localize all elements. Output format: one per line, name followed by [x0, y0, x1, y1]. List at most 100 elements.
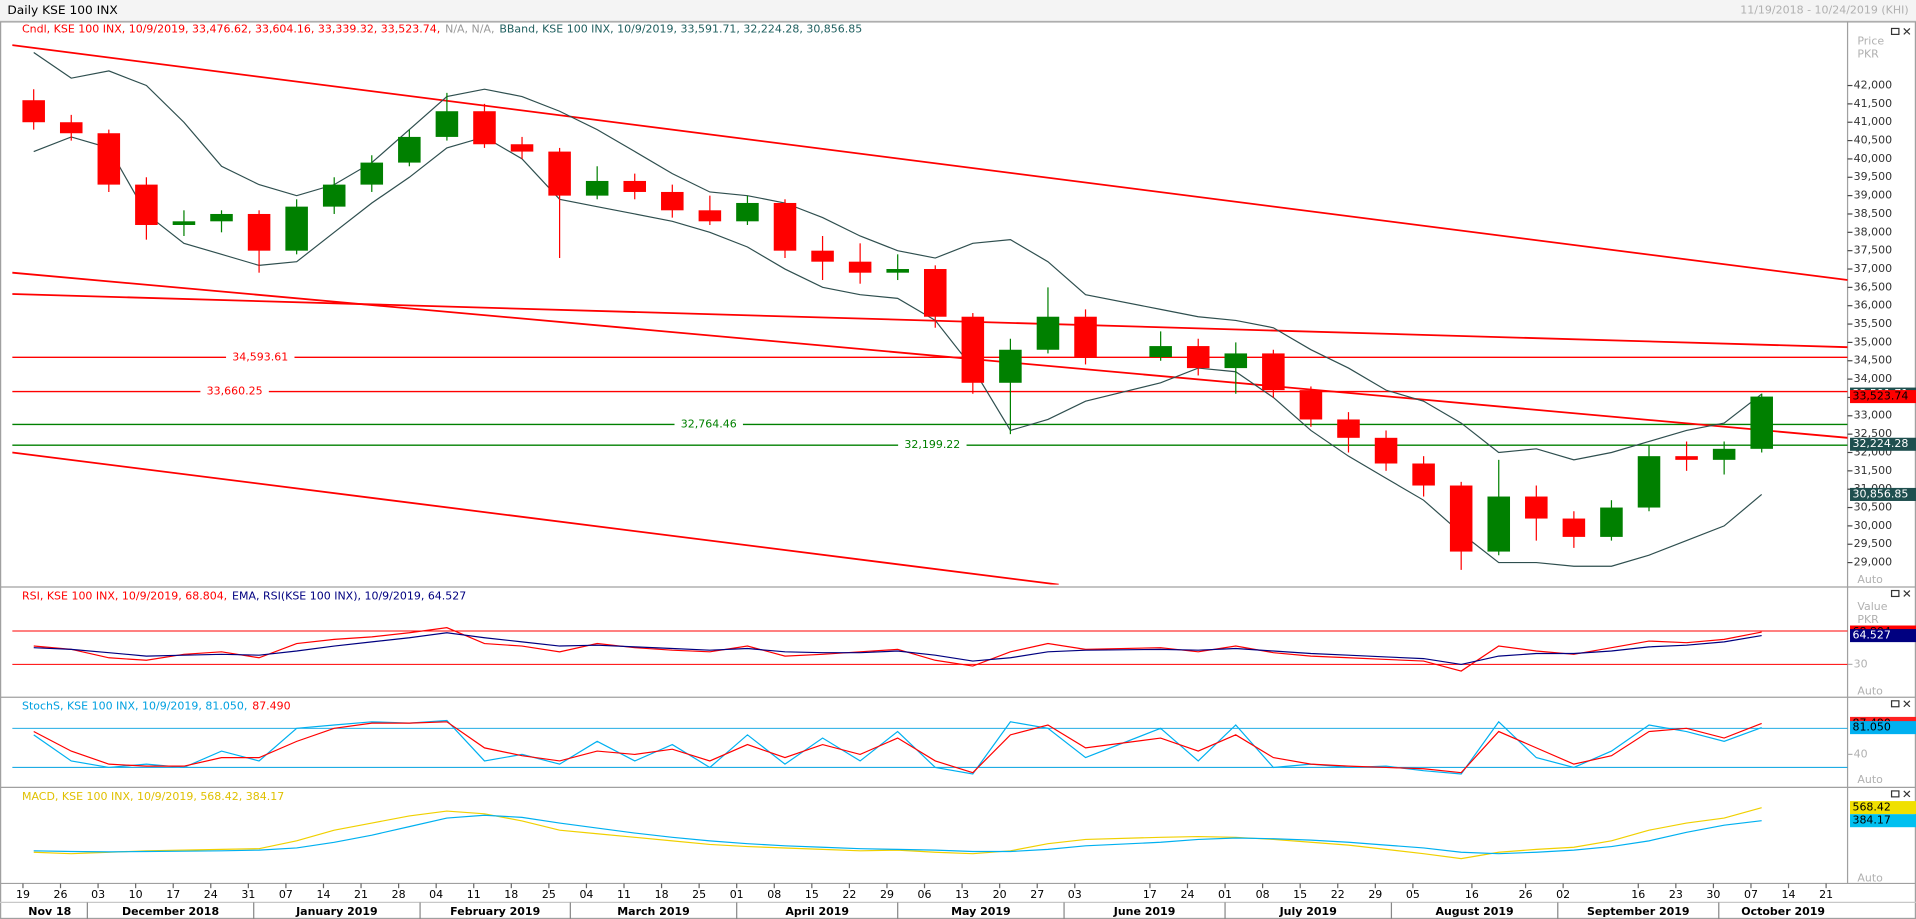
- candle-body: [848, 261, 872, 273]
- candle-body: [961, 316, 985, 383]
- x-tick-label: 03: [1068, 888, 1082, 901]
- pane-restore-button: [1890, 700, 1900, 708]
- pane: [12, 627, 1848, 672]
- axis-flag: [1850, 801, 1916, 815]
- candle-body: [661, 191, 684, 211]
- x-tick-label: 07: [279, 888, 293, 901]
- candle-body: [698, 210, 722, 222]
- x-tick-label: 27: [1030, 888, 1044, 901]
- level-label-bg: [898, 439, 967, 452]
- month-label: February 2019: [450, 905, 540, 918]
- level-label-bg: [200, 385, 269, 398]
- indicator-line: [33, 632, 1762, 666]
- candle-body: [210, 213, 233, 222]
- candle-body: [1449, 485, 1473, 552]
- y-tick-label: 38,500: [1854, 207, 1893, 220]
- x-tick-label: 05: [1406, 888, 1420, 901]
- level-label: 34,593.61: [232, 350, 288, 363]
- x-tick-label: 01: [730, 888, 744, 901]
- candle-body: [1036, 316, 1060, 350]
- x-tick-label: 04: [429, 888, 443, 901]
- candle-body: [1186, 346, 1210, 369]
- candle-body: [247, 213, 271, 251]
- candle-body: [435, 111, 459, 137]
- legend: Cndl, KSE 100 INX, 10/9/2019, 33,476.62,…: [22, 23, 862, 36]
- y-tick-label: 40,500: [1854, 134, 1893, 147]
- trend-line: [12, 44, 1848, 281]
- candle-body: [736, 202, 759, 222]
- axis-title: Value: [1857, 600, 1888, 613]
- level-label: 32,199.22: [904, 438, 960, 451]
- candle-body: [623, 180, 647, 192]
- candle-body: [999, 349, 1022, 383]
- x-tick-label: 18: [504, 888, 518, 901]
- pane: [33, 807, 1762, 860]
- x-tick-label: 24: [1180, 888, 1194, 901]
- y-tick-label: 29,000: [1854, 556, 1893, 569]
- month-label: Nov 18: [28, 905, 71, 918]
- x-tick-label: 15: [805, 888, 819, 901]
- x-tick-label: 26: [1519, 888, 1533, 901]
- candle-body: [22, 100, 45, 123]
- y-tick-label: 38,000: [1854, 225, 1893, 238]
- x-tick-label: 17: [1143, 888, 1157, 901]
- y-tick-label: 34,500: [1854, 354, 1893, 367]
- auto-label: Auto: [1857, 573, 1883, 586]
- x-tick-label: 08: [767, 888, 781, 901]
- axis-flag: [1850, 437, 1916, 451]
- indicator-line: [33, 721, 1762, 774]
- candle-body: [1374, 437, 1398, 464]
- axis-flag: [1850, 629, 1916, 643]
- chart-title: Daily KSE 100 INX: [7, 3, 117, 17]
- pane-close-button: [1903, 590, 1911, 597]
- level-label-bg: [674, 418, 743, 431]
- candle-body: [811, 250, 834, 262]
- month-label: October 2019: [1741, 905, 1825, 918]
- indicator-line: [33, 814, 1762, 855]
- candle-body: [398, 136, 421, 163]
- y-tick-label: 39,000: [1854, 189, 1893, 202]
- candle-body: [172, 221, 196, 225]
- candle-body: [923, 269, 947, 317]
- indicator-line: [33, 627, 1762, 672]
- month-label: April 2019: [785, 905, 849, 918]
- axis-flag: [1850, 721, 1916, 735]
- x-tick-label: 01: [1218, 888, 1232, 901]
- pane-restore-button: [1890, 589, 1900, 598]
- date-range: 11/19/2018 - 10/24/2019 (KHI): [1740, 4, 1908, 17]
- trend-line: [12, 271, 1848, 439]
- candle-body: [1675, 456, 1698, 460]
- x-tick-label: 11: [617, 888, 631, 901]
- x-tick-label: 04: [579, 888, 593, 901]
- month-label: December 2018: [122, 905, 219, 918]
- pane-close-button: [1903, 700, 1911, 708]
- month-label: September 2019: [1587, 905, 1690, 918]
- candle-body: [1637, 456, 1661, 508]
- auto-label: Auto: [1857, 773, 1883, 786]
- axis-flag-label: 81.050: [1852, 721, 1891, 734]
- candle-body: [1149, 346, 1172, 358]
- y-tick-label: 41,500: [1854, 97, 1893, 110]
- legend-entry: MACD, KSE 100 INX, 10/9/2019, 568.42, 38…: [22, 790, 284, 803]
- x-tick-label: 18: [655, 888, 669, 901]
- x-tick-label: 16: [1631, 888, 1645, 901]
- x-tick-label: 21: [1819, 888, 1833, 901]
- legend-entry: N/A, N/A,: [445, 23, 494, 36]
- candle-body: [1412, 463, 1435, 486]
- x-tick-label: 21: [354, 888, 368, 901]
- axis-title: Price: [1857, 35, 1884, 48]
- auto-label: Auto: [1857, 872, 1883, 885]
- axis-flag-label: 30,856.85: [1852, 488, 1908, 501]
- y-tick-label: 40,000: [1854, 152, 1893, 165]
- candle-body: [1224, 353, 1248, 369]
- level-label: 33,660.25: [207, 385, 263, 398]
- candle-body: [1750, 396, 1773, 449]
- candle-body: [473, 111, 496, 145]
- candle-body: [773, 202, 797, 251]
- candle-body: [1562, 518, 1586, 537]
- axis-flag: [1850, 487, 1916, 501]
- y-tick-label: 39,500: [1854, 170, 1893, 183]
- x-tick-label: 25: [542, 888, 556, 901]
